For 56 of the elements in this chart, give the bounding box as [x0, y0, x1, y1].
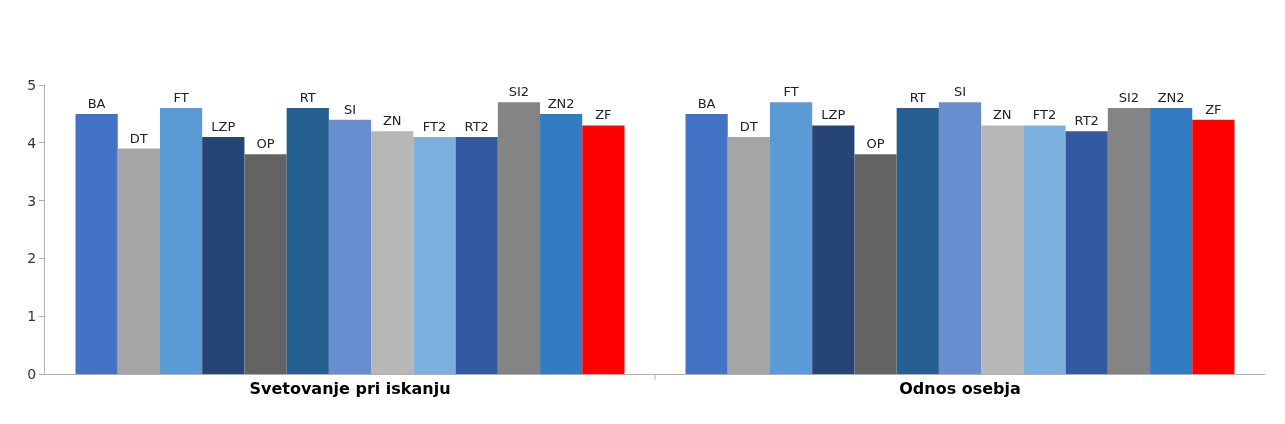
text: RT	[909, 90, 926, 106]
text: LZP	[821, 107, 846, 123]
bar	[202, 137, 245, 374]
text: BA	[697, 95, 716, 111]
text: ZN2	[1157, 90, 1185, 106]
x-tick-label: Svetovanje pri iskanju	[249, 379, 451, 399]
series-label: SI2	[508, 84, 530, 100]
text: SI2	[1118, 90, 1140, 106]
bar	[244, 154, 287, 374]
bar	[812, 125, 855, 374]
series-label: ZN	[382, 113, 402, 129]
text: ZF	[1205, 101, 1222, 117]
y-tick-label: 3	[27, 192, 37, 209]
bar	[1023, 125, 1066, 374]
bar	[455, 137, 498, 374]
series-label: ZN2	[547, 95, 575, 111]
bar	[582, 125, 625, 374]
bar	[896, 108, 939, 374]
bar	[938, 102, 982, 374]
series-label: DT	[129, 130, 148, 146]
y-tick-label: 4	[27, 134, 37, 151]
y-tick-label: 2	[27, 250, 37, 267]
series-label: FT2	[422, 119, 447, 135]
text: OP	[866, 136, 885, 152]
bar	[286, 108, 329, 374]
text: FT2	[1032, 107, 1057, 123]
bar	[497, 102, 541, 374]
text: RT2	[1074, 113, 1099, 129]
series-label: LZP	[211, 119, 236, 135]
series-label: BA	[87, 95, 106, 111]
series-label: OP	[256, 136, 275, 152]
bar	[159, 108, 203, 374]
bar	[769, 102, 813, 374]
y-tick-label: 0	[27, 365, 37, 382]
bar	[1065, 131, 1108, 374]
bar	[413, 137, 456, 374]
series-label: SI	[343, 101, 357, 117]
bar	[1192, 119, 1235, 374]
bar	[1150, 108, 1193, 374]
y-tick-label: 1	[27, 308, 37, 325]
series-label: RT	[299, 90, 316, 106]
text: FT	[783, 84, 799, 100]
series-label: ZF	[595, 107, 612, 123]
bar	[328, 119, 372, 374]
series-label: FT	[173, 90, 189, 106]
bar	[685, 113, 728, 374]
text: ZN	[992, 107, 1012, 123]
bar	[75, 113, 118, 374]
bar	[854, 154, 897, 374]
series-label: RT2	[464, 119, 489, 135]
x-tick-label: Odnos osebja	[899, 379, 1021, 399]
bar	[1107, 108, 1151, 374]
y-tick-label: 5	[27, 76, 37, 93]
bar	[540, 113, 583, 374]
text: SI	[953, 84, 967, 100]
text: DT	[739, 119, 758, 135]
